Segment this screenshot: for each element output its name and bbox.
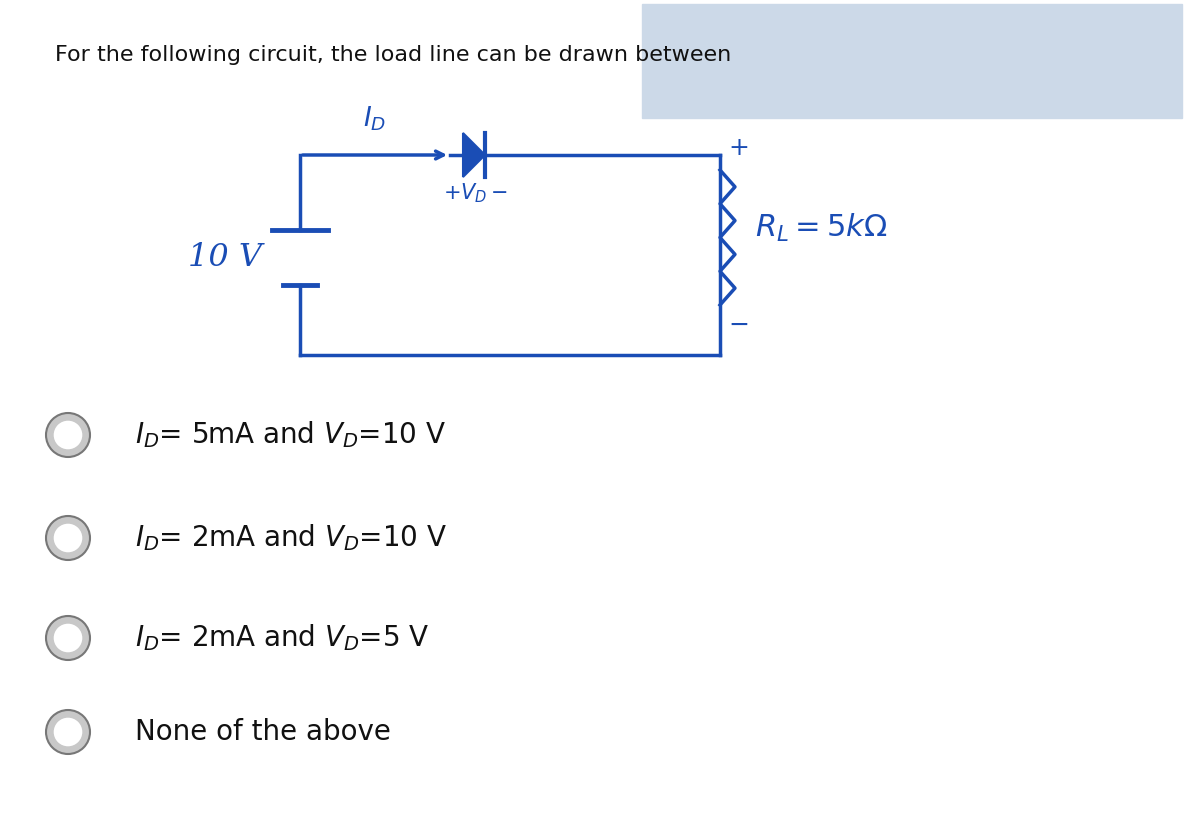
Circle shape bbox=[46, 413, 90, 457]
Circle shape bbox=[46, 616, 90, 660]
Circle shape bbox=[46, 710, 90, 754]
Circle shape bbox=[54, 523, 83, 553]
Text: For the following circuit, the load line can be drawn between: For the following circuit, the load line… bbox=[55, 45, 731, 65]
Circle shape bbox=[54, 717, 83, 746]
FancyBboxPatch shape bbox=[642, 4, 1182, 118]
Circle shape bbox=[54, 421, 83, 449]
Text: $R_L=5k\Omega$: $R_L=5k\Omega$ bbox=[755, 212, 888, 244]
Text: $+ V_D -$: $+ V_D -$ bbox=[443, 181, 508, 205]
Text: 10 V: 10 V bbox=[188, 242, 262, 273]
Text: −: − bbox=[728, 313, 749, 337]
Circle shape bbox=[54, 623, 83, 653]
Text: $I_D$= 2mA and $V_D$=5 V: $I_D$= 2mA and $V_D$=5 V bbox=[134, 622, 430, 654]
Text: $I_D$: $I_D$ bbox=[364, 104, 386, 133]
Text: +: + bbox=[728, 136, 749, 160]
Text: $I_D$= 5mA and $V_D$=10 V: $I_D$= 5mA and $V_D$=10 V bbox=[134, 420, 446, 450]
Polygon shape bbox=[463, 133, 485, 177]
Text: $I_D$= 2mA and $V_D$=10 V: $I_D$= 2mA and $V_D$=10 V bbox=[134, 522, 446, 554]
Text: None of the above: None of the above bbox=[134, 718, 391, 746]
Circle shape bbox=[46, 516, 90, 560]
